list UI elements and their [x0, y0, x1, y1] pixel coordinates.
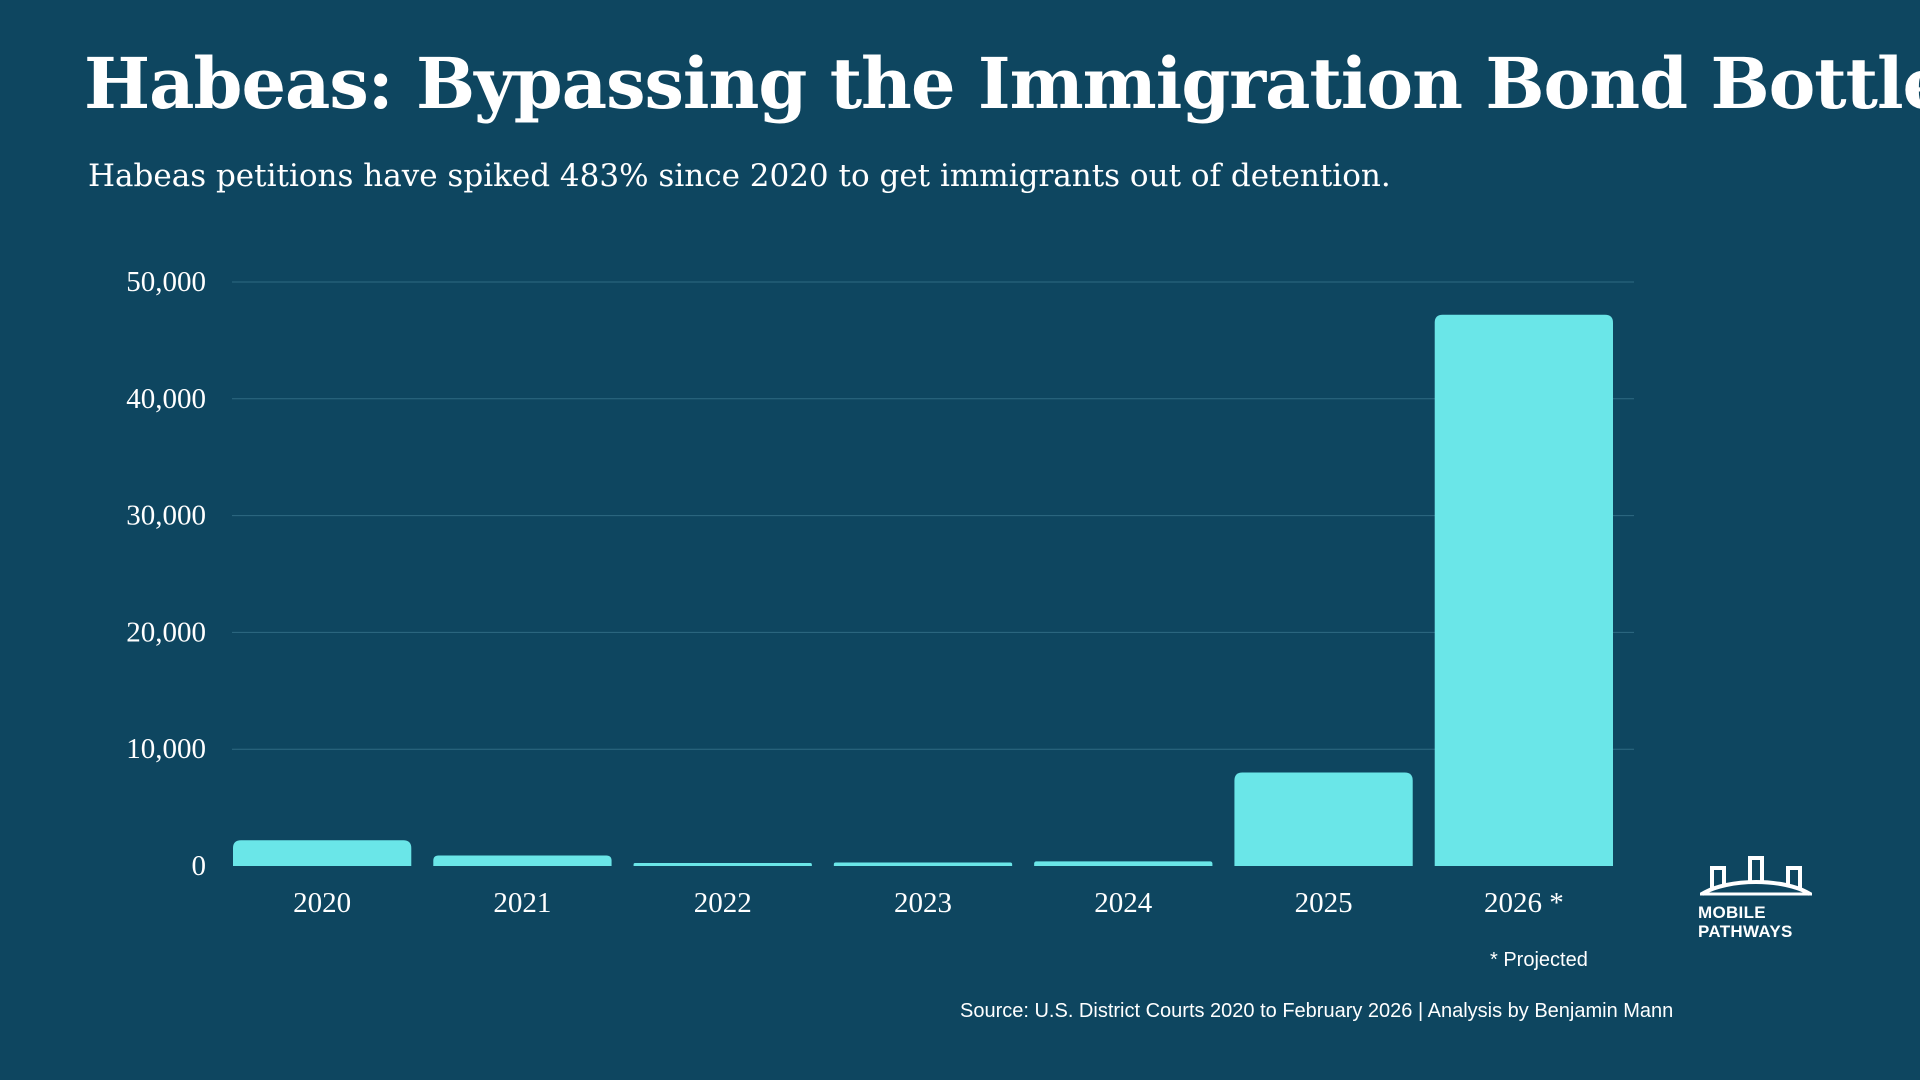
y-tick-label: 40,000 [126, 383, 206, 415]
x-tick-label: 2023 [894, 887, 952, 919]
y-tick-label: 30,000 [126, 500, 206, 532]
bar-2026 [1434, 314, 1613, 867]
x-tick-label: 2022 [694, 887, 752, 919]
chart-subtitle: Habeas petitions have spiked 483% since … [88, 158, 1391, 194]
bar-2022 [633, 863, 812, 866]
mobile-pathways-logo: MOBILE PATHWAYS [1698, 852, 1814, 941]
logo-line-2: PATHWAYS [1698, 922, 1793, 941]
bridge-icon [1700, 856, 1812, 896]
y-tick-label: 10,000 [126, 733, 206, 765]
bar-2021 [433, 855, 612, 866]
gridlines [232, 281, 1634, 750]
y-tick-label: 50,000 [126, 266, 206, 298]
x-axis-ticks: 2020 2021 2022 2023 2024 2025 2026 * [293, 887, 1564, 919]
x-tick-label: 2021 [493, 887, 551, 919]
y-tick-label: 0 [192, 850, 207, 882]
bar-2020 [233, 840, 412, 866]
source-note: Source: U.S. District Courts 2020 to Feb… [960, 1000, 1674, 1022]
chart-title: Habeas: Bypassing the Immigration Bond B… [84, 42, 1920, 125]
x-tick-label: 2020 [293, 887, 351, 919]
bars [233, 314, 1613, 867]
x-tick-label: 2026 * [1484, 887, 1564, 919]
y-tick-label: 20,000 [126, 616, 206, 648]
logo-line-1: MOBILE [1698, 903, 1766, 922]
bar-2025 [1234, 772, 1413, 866]
bar-2024 [1034, 861, 1213, 866]
projected-note: * Projected [1490, 949, 1588, 971]
x-tick-label: 2025 [1295, 887, 1353, 919]
y-axis-ticks: 0 10,000 20,000 30,000 40,000 50,000 [126, 266, 206, 882]
bar-2023 [833, 862, 1013, 866]
x-tick-label: 2024 [1094, 887, 1153, 919]
